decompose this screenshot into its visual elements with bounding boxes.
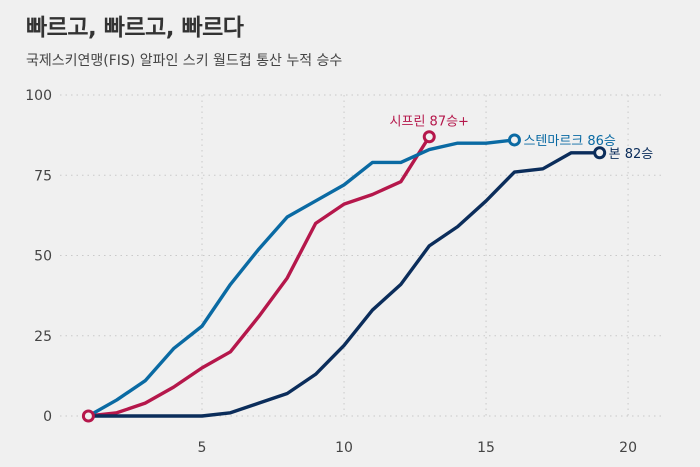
series-end-marker-1 xyxy=(507,133,521,147)
chart-subtitle: 국제스키연맹(FIS) 알파인 스키 월드컵 통산 누적 승수 xyxy=(26,53,343,69)
grid-lines xyxy=(60,94,665,417)
series-start-marker xyxy=(81,409,95,423)
y-tick-label: 25 xyxy=(34,329,52,345)
y-tick-label: 50 xyxy=(34,249,52,265)
series-end-marker-0 xyxy=(422,130,436,144)
series-label-0: 시프린 87승+ xyxy=(390,115,469,130)
y-tick-label: 75 xyxy=(34,168,52,184)
y-tick-label: 0 xyxy=(43,409,52,425)
x-tick-label: 15 xyxy=(477,440,495,456)
series-line-0 xyxy=(86,135,431,418)
series-line-1 xyxy=(86,138,517,418)
x-tick-label: 5 xyxy=(198,440,207,456)
x-tick-label: 10 xyxy=(335,440,353,456)
series-label-2: 본 82승 xyxy=(609,147,654,162)
series-label-1: 스텐마르크 86승 xyxy=(523,134,615,149)
axis-labels: 0 25 50 75 100 5 10 15 20 xyxy=(25,88,637,456)
y-tick-label: 100 xyxy=(25,88,52,104)
chart-title: 빠르고, 빠르고, 빠르다 xyxy=(26,15,244,41)
series-line-2 xyxy=(86,151,602,418)
series-end-marker-2 xyxy=(593,146,607,160)
x-tick-label: 20 xyxy=(619,440,637,456)
